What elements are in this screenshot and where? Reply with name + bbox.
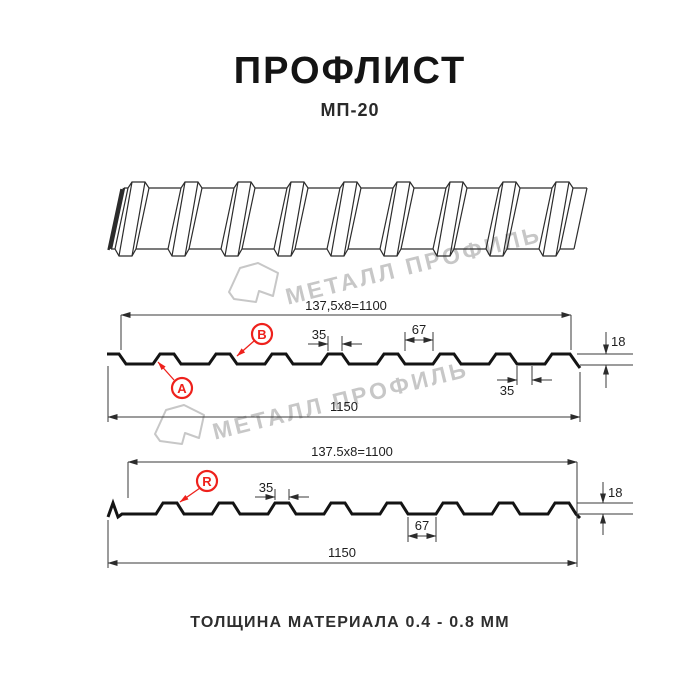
dim-rib-top-width: 35 [259,480,273,495]
side-label-a: A [157,361,194,400]
brand-logo-icon [154,404,205,445]
brand-logo-icon [228,262,279,303]
label-b: B [257,327,266,342]
dimension-coverage-width: 137.5x8=1100 [127,444,578,567]
dimension-valley-bottom-width: 35 [497,366,552,398]
side-label-r: R [179,469,219,503]
dim-valley-width: 67 [412,322,426,337]
dimension-coverage-width: 137,5x8=1100 [120,298,572,350]
cross-section-r: 137.5x8=1100 35 R 67 18 [106,444,633,568]
profile-3d-view [107,181,588,257]
dimension-rib-top-width: 35 [308,327,362,351]
dim-height: 18 [611,334,625,349]
dim-coverage-width: 137,5x8=1100 [305,298,387,313]
dimension-overall-width: 1150 [107,366,581,422]
page-title: ПРОФЛИСТ [233,50,467,92]
label-r: R [202,474,212,489]
thickness-note: ТОЛЩИНА МАТЕРИАЛА 0.4 - 0.8 ММ [190,614,510,631]
dimension-rib-top-width: 35 [255,480,309,500]
sheet-cut-edge [107,187,126,251]
dim-valley-bottom-width: 35 [500,383,514,398]
profile-outline [106,498,582,520]
page-subtitle: МП-20 [320,100,380,120]
profile-outline [107,352,582,369]
sheet-front-edge [111,248,574,257]
side-label-b: B [236,322,274,357]
dim-overall-width: 1150 [330,399,358,414]
dimension-valley-bottom-width: 67 [407,517,437,542]
dim-overall-width: 1150 [328,545,356,560]
dim-rib-top-width: 35 [312,327,326,342]
cross-section-ab: 137,5x8=1100 35 67 18 35 [107,298,633,422]
dimension-height: 18 [577,332,633,388]
sheet-back-edge [124,181,587,189]
dim-coverage-width: 137.5x8=1100 [311,444,393,459]
dimension-valley-width: 67 [404,322,434,351]
dim-valley-bottom-width: 67 [415,518,429,533]
dimension-height: 18 [577,482,633,535]
dim-height: 18 [608,485,622,500]
label-a: A [177,381,187,396]
dimension-overall-width: 1150 [107,520,578,568]
sheet-rib-lines [107,181,588,257]
